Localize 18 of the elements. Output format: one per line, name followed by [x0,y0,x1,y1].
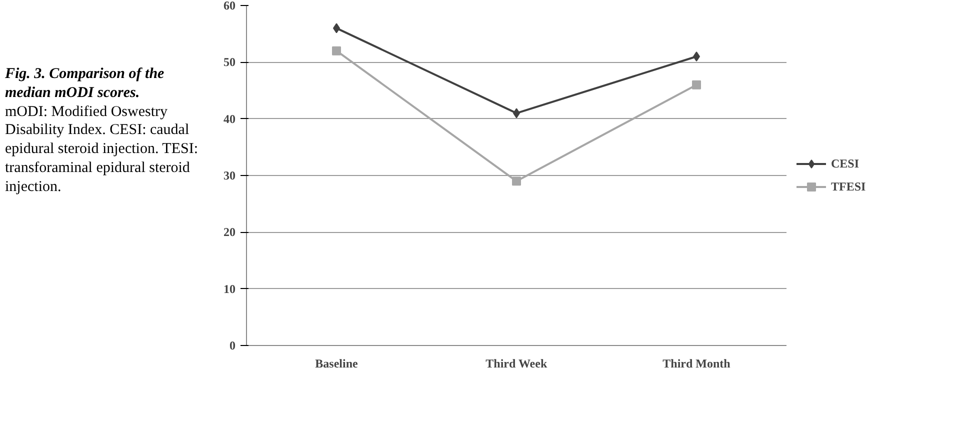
legend-label: CESI [831,156,860,171]
text: Fig. 3. Comparison of the median mODI scores. [5,65,166,102]
x-tick-label: Third Month [662,356,731,370]
y-tick-label: 40 [224,112,236,126]
legend-label: TFESI [831,179,866,194]
x-tick-label: Third Week [486,356,548,370]
y-tick-label: 10 [224,282,236,296]
point [512,176,521,186]
y-tick-label: 0 [230,338,236,352]
y-tick-label: 50 [224,55,236,70]
point [693,52,700,62]
y-tick-label: 30 [224,168,236,182]
y-tick-label: 20 [224,225,236,240]
x-tick-label: Baseline [315,356,359,370]
point [692,80,701,90]
y-tick-label: 60 [224,0,236,12]
text: mODI: Modified Oswestry Disability Index. CESI: caudal epidural steroid injection. TESI: transforaminal epidural steroid injection. [5,102,200,196]
point [332,46,341,56]
